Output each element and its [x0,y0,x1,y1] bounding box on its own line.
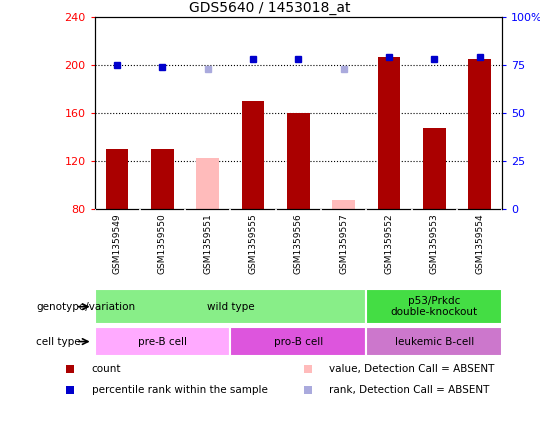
Text: GSM1359553: GSM1359553 [430,213,438,274]
Text: wild type: wild type [207,302,254,312]
Text: leukemic B-cell: leukemic B-cell [395,337,474,346]
Bar [377,57,400,209]
Text: cell type: cell type [36,337,80,346]
Bar [151,149,174,209]
Bar [242,101,265,209]
Text: percentile rank within the sample: percentile rank within the sample [92,385,268,395]
Text: genotype/variation: genotype/variation [36,302,135,312]
Text: pro-B cell: pro-B cell [274,337,323,346]
Text: count: count [92,364,122,374]
Bar [366,327,502,356]
Text: GSM1359555: GSM1359555 [248,213,258,274]
Bar [197,158,219,209]
Bar [423,128,445,209]
Bar [332,200,355,209]
Text: p53/Prkdc
double-knockout: p53/Prkdc double-knockout [390,296,478,318]
Bar [231,327,366,356]
Text: GSM1359556: GSM1359556 [294,213,303,274]
Text: GSM1359552: GSM1359552 [384,213,394,274]
Text: pre-B cell: pre-B cell [138,337,187,346]
Text: GSM1359549: GSM1359549 [113,213,122,274]
Bar [94,327,231,356]
Bar [468,59,491,209]
Bar [287,113,309,209]
Text: GDS5640 / 1453018_at: GDS5640 / 1453018_at [189,1,351,15]
Bar [94,289,366,324]
Text: GSM1359554: GSM1359554 [475,213,484,274]
Bar [106,149,129,209]
Bar [366,289,502,324]
Text: value, Detection Call = ABSENT: value, Detection Call = ABSENT [329,364,495,374]
Text: GSM1359557: GSM1359557 [339,213,348,274]
Text: GSM1359551: GSM1359551 [203,213,212,274]
Text: rank, Detection Call = ABSENT: rank, Detection Call = ABSENT [329,385,490,395]
Text: GSM1359550: GSM1359550 [158,213,167,274]
